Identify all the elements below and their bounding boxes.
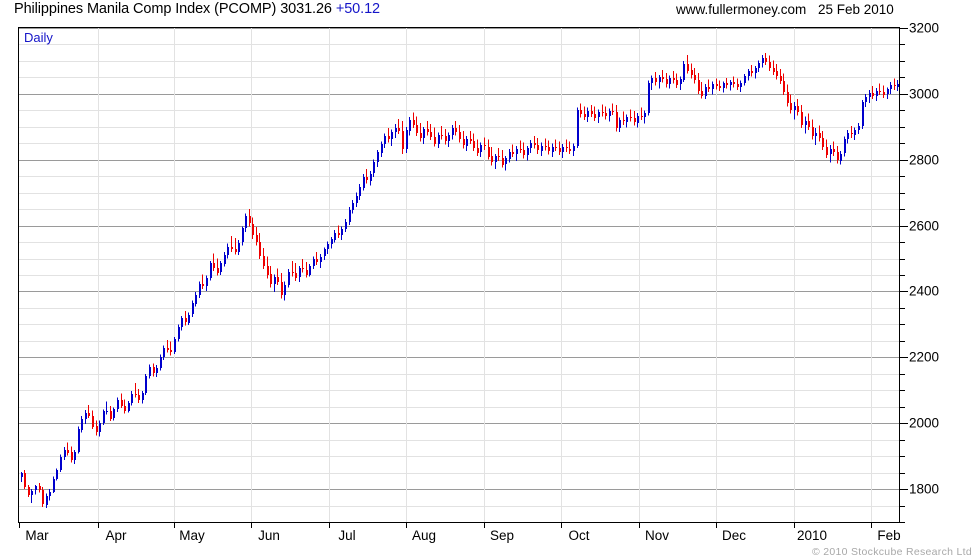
- x-axis-tick: [639, 523, 640, 528]
- quote-date: 25 Feb 2010: [818, 2, 894, 17]
- x-axis-tick: [794, 523, 795, 528]
- y-axis-tick-minor: [900, 275, 905, 276]
- copyright-notice: © 2010 Stockcube Research Ltd: [811, 546, 972, 558]
- candlestick-series: [21, 53, 899, 509]
- y-axis-label: 2200: [909, 349, 940, 365]
- y-axis-tick-major: [900, 291, 908, 292]
- y-axis-tick-minor: [900, 308, 905, 309]
- chart-title: Philippines Manila Comp Index (PCOMP) 30…: [14, 1, 380, 17]
- frequency-label: Daily: [24, 30, 53, 45]
- y-axis-tick-minor: [900, 127, 905, 128]
- x-axis-label: Mar: [25, 528, 49, 543]
- x-axis-label: Feb: [877, 528, 901, 543]
- price-change: +50.12: [335, 1, 380, 17]
- y-axis-tick-major: [900, 423, 908, 424]
- x-axis-label: Jul: [338, 528, 356, 543]
- x-axis-label: Jun: [258, 528, 280, 543]
- x-axis-label: Sep: [489, 528, 515, 543]
- y-axis-tick-minor: [900, 77, 905, 78]
- y-axis-tick-minor: [900, 506, 905, 507]
- x-axis-tick: [19, 523, 20, 528]
- y-axis-tick-minor: [900, 324, 905, 325]
- y-axis-tick-minor: [900, 440, 905, 441]
- x-axis-label: Dec: [721, 528, 747, 543]
- y-axis-tick-minor: [900, 473, 905, 474]
- x-axis-label: Aug: [411, 528, 437, 543]
- y-axis: 3200 3000 2800 2600 2400 2200 2000 1800: [900, 21, 980, 523]
- plot-area: Daily: [18, 27, 900, 523]
- y-axis-label: 1800: [909, 481, 940, 497]
- y-axis-tick-minor: [900, 456, 905, 457]
- site-url[interactable]: www.fullermoney.com: [676, 2, 807, 17]
- y-axis-tick-minor: [900, 390, 905, 391]
- y-axis-tick-minor: [900, 407, 905, 408]
- y-axis-tick-minor: [900, 44, 905, 45]
- y-axis-tick-major: [900, 28, 908, 29]
- y-axis-tick-major: [900, 489, 908, 490]
- y-axis-tick-minor: [900, 374, 905, 375]
- y-axis-tick-major: [900, 226, 908, 227]
- y-axis-tick-major: [900, 160, 908, 161]
- x-axis-label: Apr: [105, 528, 127, 543]
- y-axis-label: 2400: [909, 283, 940, 299]
- y-axis-tick-minor: [900, 341, 905, 342]
- y-axis-label: 3200: [909, 20, 940, 36]
- x-axis-label: 2010: [796, 528, 828, 543]
- y-axis-tick-minor: [900, 259, 905, 260]
- y-axis-tick-major: [900, 94, 908, 95]
- x-axis-tick: [716, 523, 717, 528]
- y-axis-label: 3000: [909, 86, 940, 102]
- y-axis-label: 2600: [909, 218, 940, 234]
- y-axis-tick-minor: [900, 61, 905, 62]
- y-axis-tick-minor: [900, 110, 905, 111]
- y-axis-tick-minor: [900, 193, 905, 194]
- x-axis-tick: [484, 523, 485, 528]
- x-axis-label: Oct: [568, 528, 590, 543]
- x-axis-tick: [251, 523, 252, 528]
- instrument-name: Philippines Manila Comp Index (PCOMP): [14, 1, 277, 17]
- x-axis-tick: [174, 523, 175, 528]
- y-axis-tick-major: [900, 357, 908, 358]
- x-axis: Mar Apr May Jun Jul Aug Sep Oct Nov Dec 2010 Feb: [18, 523, 901, 549]
- x-axis-tick: [98, 523, 99, 528]
- y-axis-label: 2000: [909, 415, 940, 431]
- chart-header: Philippines Manila Comp Index (PCOMP) 30…: [0, 0, 980, 22]
- chart-gridlines: [19, 28, 899, 522]
- x-axis-tick: [561, 523, 562, 528]
- x-axis-tick: [406, 523, 407, 528]
- y-axis-tick-minor: [900, 176, 905, 177]
- x-axis-tick: [329, 523, 330, 528]
- x-axis-label: Nov: [644, 528, 670, 543]
- x-axis-label: May: [179, 528, 205, 543]
- y-axis-tick-minor: [900, 209, 905, 210]
- y-axis-tick-minor: [900, 242, 905, 243]
- y-axis-tick-minor: [900, 522, 905, 523]
- y-axis-label: 2800: [909, 152, 940, 168]
- last-price: 3031.26: [280, 1, 332, 17]
- x-axis-tick: [871, 523, 872, 528]
- y-axis-tick-minor: [900, 143, 905, 144]
